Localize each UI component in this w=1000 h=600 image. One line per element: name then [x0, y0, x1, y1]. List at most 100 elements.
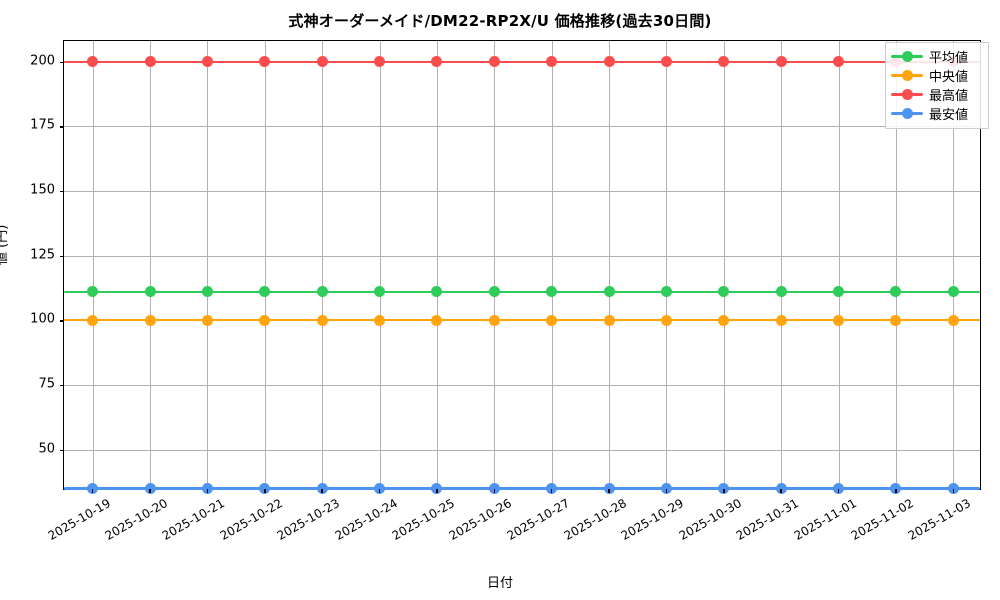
data-point-marker [87, 314, 99, 326]
legend-label: 平均値 [929, 51, 969, 66]
y-tick-label: 125 [30, 247, 55, 263]
x-tick-label: 2025-11-01 [791, 496, 859, 543]
x-tick-label: 2025-11-02 [848, 496, 916, 543]
y-tick-mark [60, 255, 64, 258]
data-point-marker [201, 286, 213, 298]
x-tick-mark [780, 489, 782, 493]
legend-item-1[interactable]: 平均値 [891, 47, 983, 66]
y-tick-mark [60, 384, 64, 387]
gridline-vertical [494, 41, 496, 489]
data-point-marker [890, 482, 902, 494]
legend-label: 中央値 [929, 70, 969, 85]
x-axis-label: 日付 [486, 576, 513, 591]
chart-legend: 平均値中央値最高値 最安値 [885, 42, 989, 129]
x-tick-label: 2025-10-30 [676, 496, 744, 543]
y-tick-mark [60, 61, 64, 64]
legend-item-2[interactable]: 中央値 [891, 66, 983, 85]
gridline-vertical [838, 41, 840, 489]
data-point-marker [259, 314, 271, 326]
gridline-vertical [150, 41, 152, 489]
legend-item-4[interactable]: 最安値 [891, 104, 983, 123]
gridline-vertical [609, 41, 611, 489]
data-point-marker [87, 482, 99, 494]
y-axis-label: 値 (円) [0, 224, 10, 265]
data-point-marker [144, 314, 156, 326]
x-tick-label: 2025-10-28 [561, 496, 630, 543]
y-tick-label: 75 [38, 376, 55, 392]
gridline-vertical [781, 41, 783, 489]
data-point-marker [718, 286, 730, 298]
x-tick-label: 2025-10-19 [45, 496, 113, 543]
gridline-horizontal [64, 126, 980, 128]
series-line [64, 60, 980, 63]
data-point-marker [718, 56, 730, 68]
gridline-vertical [322, 41, 324, 489]
legend-swatch-icon [891, 70, 923, 81]
data-point-marker [488, 286, 500, 298]
x-tick-label: 2025-10-21 [160, 496, 228, 543]
data-point-marker [87, 56, 99, 68]
data-point-marker [431, 56, 443, 68]
gridline-vertical [723, 41, 725, 489]
series-4 [64, 41, 980, 494]
data-point-marker [775, 56, 787, 68]
data-point-marker [833, 482, 845, 494]
x-tick-mark [952, 489, 954, 493]
data-point-marker [546, 482, 558, 494]
data-point-marker [374, 314, 386, 326]
data-point-marker [833, 56, 845, 68]
gridline-horizontal [64, 449, 980, 451]
gridline-horizontal [64, 384, 980, 386]
data-point-marker [546, 286, 558, 298]
y-tick-mark [60, 449, 64, 451]
data-point-marker [775, 286, 787, 298]
series-2 [64, 41, 980, 489]
x-tick-mark [608, 489, 610, 493]
data-point-marker [488, 482, 500, 494]
x-tick-mark [665, 489, 668, 493]
y-tick-label: 175 [30, 117, 55, 133]
data-point-marker [890, 286, 902, 298]
data-point-marker [201, 314, 213, 326]
x-tick-mark [895, 489, 897, 493]
series-line [64, 290, 980, 293]
data-point-marker [603, 286, 615, 298]
x-tick-label: 2025-10-27 [504, 496, 572, 543]
gridline-vertical [379, 41, 381, 489]
data-point-marker [603, 56, 615, 68]
x-tick-label: 2025-10-29 [619, 496, 687, 543]
data-point-marker [660, 482, 672, 494]
data-point-marker [316, 286, 328, 298]
x-tick-label: 2025-10-26 [446, 496, 515, 543]
data-point-marker [488, 56, 500, 68]
gridline-vertical [264, 41, 266, 489]
data-point-marker [660, 286, 672, 298]
series-1 [64, 41, 980, 489]
data-point-marker [603, 314, 615, 326]
y-tick-mark [60, 126, 64, 128]
data-point-marker [660, 56, 672, 68]
gridline-vertical [953, 41, 955, 489]
data-point-marker [775, 314, 787, 326]
x-tick-mark [91, 489, 94, 493]
data-point-marker [603, 482, 615, 494]
gridline-horizontal [64, 255, 980, 257]
data-point-marker [431, 482, 443, 494]
data-point-marker [374, 56, 386, 68]
data-point-marker [833, 314, 845, 326]
data-point-marker [546, 56, 558, 68]
data-point-marker [144, 482, 156, 494]
x-tick-mark [837, 489, 840, 493]
data-point-marker [431, 314, 443, 326]
legend-item-3[interactable]: 最高値 [891, 85, 983, 104]
legend-label: 最高値 [929, 89, 969, 104]
data-point-marker [316, 314, 328, 326]
y-tick-label: 50 [38, 441, 55, 457]
data-point-marker [259, 286, 271, 298]
x-tick-mark [149, 489, 151, 493]
x-tick-label: 2025-10-23 [274, 496, 343, 543]
x-tick-label: 2025-10-24 [332, 496, 400, 543]
plot-area [60, 40, 981, 494]
data-point-marker [833, 286, 845, 298]
data-point-marker [718, 482, 730, 494]
